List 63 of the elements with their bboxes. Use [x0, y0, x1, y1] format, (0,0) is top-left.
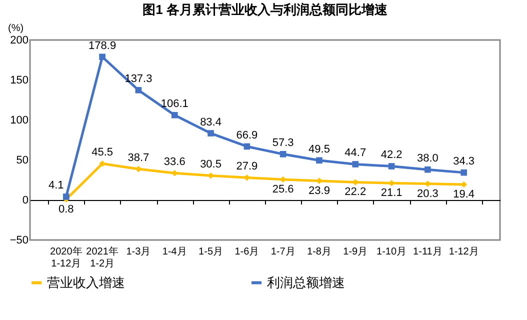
- x-tick-label: 1-9月: [343, 246, 368, 258]
- point: [244, 143, 250, 150]
- point: [99, 160, 106, 167]
- point: [62, 194, 70, 200]
- point: [388, 163, 395, 170]
- data-label: 23.9: [308, 184, 330, 197]
- data-label: 38.0: [416, 152, 438, 165]
- point: [352, 161, 359, 168]
- x-tick-label: 2021年 1-2月: [86, 246, 118, 270]
- data-label: 49.5: [308, 143, 330, 156]
- data-label: 42.2: [380, 149, 402, 162]
- y-tick-label: 100: [10, 114, 28, 126]
- chart-title: 图1 各月累计营业收入与利润总额同比增速: [142, 2, 388, 17]
- data-label: 19.4: [453, 188, 475, 200]
- data-label: 44.7: [344, 147, 366, 160]
- data-label: 27.9: [236, 160, 258, 173]
- point: [316, 178, 322, 184]
- x-tick-label: 2020年 1-12月: [50, 246, 82, 270]
- point: [460, 169, 468, 176]
- point: [208, 172, 214, 179]
- data-label: 20.3: [416, 188, 438, 200]
- point: [460, 181, 468, 188]
- point: [171, 112, 178, 118]
- point: [99, 54, 106, 60]
- data-label: 83.4: [200, 116, 222, 128]
- point: [424, 166, 431, 173]
- data-label: 178.9: [88, 40, 116, 52]
- data-label: 38.7: [128, 152, 150, 164]
- x-tick-label: 1-5月: [198, 246, 223, 258]
- x-tick-label: 1-3月: [126, 246, 151, 258]
- x-tick-label: 1-11月: [413, 246, 442, 258]
- data-label: 34.3: [453, 156, 475, 168]
- x-tick-label: 1-6月: [234, 246, 260, 258]
- data-label: 106.1: [160, 98, 188, 110]
- x-tick-label: 1-12月: [448, 246, 479, 258]
- x-tick-label: 1-4月: [162, 246, 187, 258]
- y-tick-label: 0: [22, 194, 28, 206]
- data-label: 30.5: [200, 158, 222, 171]
- data-label: 4.1: [48, 180, 64, 192]
- data-label: 33.6: [164, 156, 186, 168]
- x-tick-label: 1-10月: [376, 246, 407, 258]
- point: [208, 130, 214, 136]
- data-label: 66.9: [236, 129, 258, 142]
- legend-label: 营业收入增速: [47, 274, 125, 290]
- y-tick-label: 150: [10, 74, 28, 86]
- y-tick-label: 200: [10, 34, 28, 46]
- legend-label: 利润总额增速: [267, 274, 345, 290]
- y-tick-label: 50: [16, 154, 28, 166]
- data-label: 25.6: [272, 184, 294, 196]
- y-axis-title: (%): [8, 23, 24, 34]
- x-tick-label: 1-8月: [307, 246, 332, 258]
- data-label: 57.3: [272, 137, 294, 150]
- data-label: 0.8: [58, 203, 74, 216]
- x-tick-label: 1-7月: [270, 246, 296, 258]
- data-label: 21.1: [380, 187, 402, 200]
- data-label: 22.2: [344, 186, 366, 198]
- data-label: 45.5: [92, 146, 114, 159]
- point: [316, 157, 322, 164]
- point: [280, 151, 286, 158]
- point: [171, 170, 178, 176]
- y-tick-label: −50: [10, 234, 28, 246]
- point: [135, 87, 142, 94]
- point: [388, 180, 395, 186]
